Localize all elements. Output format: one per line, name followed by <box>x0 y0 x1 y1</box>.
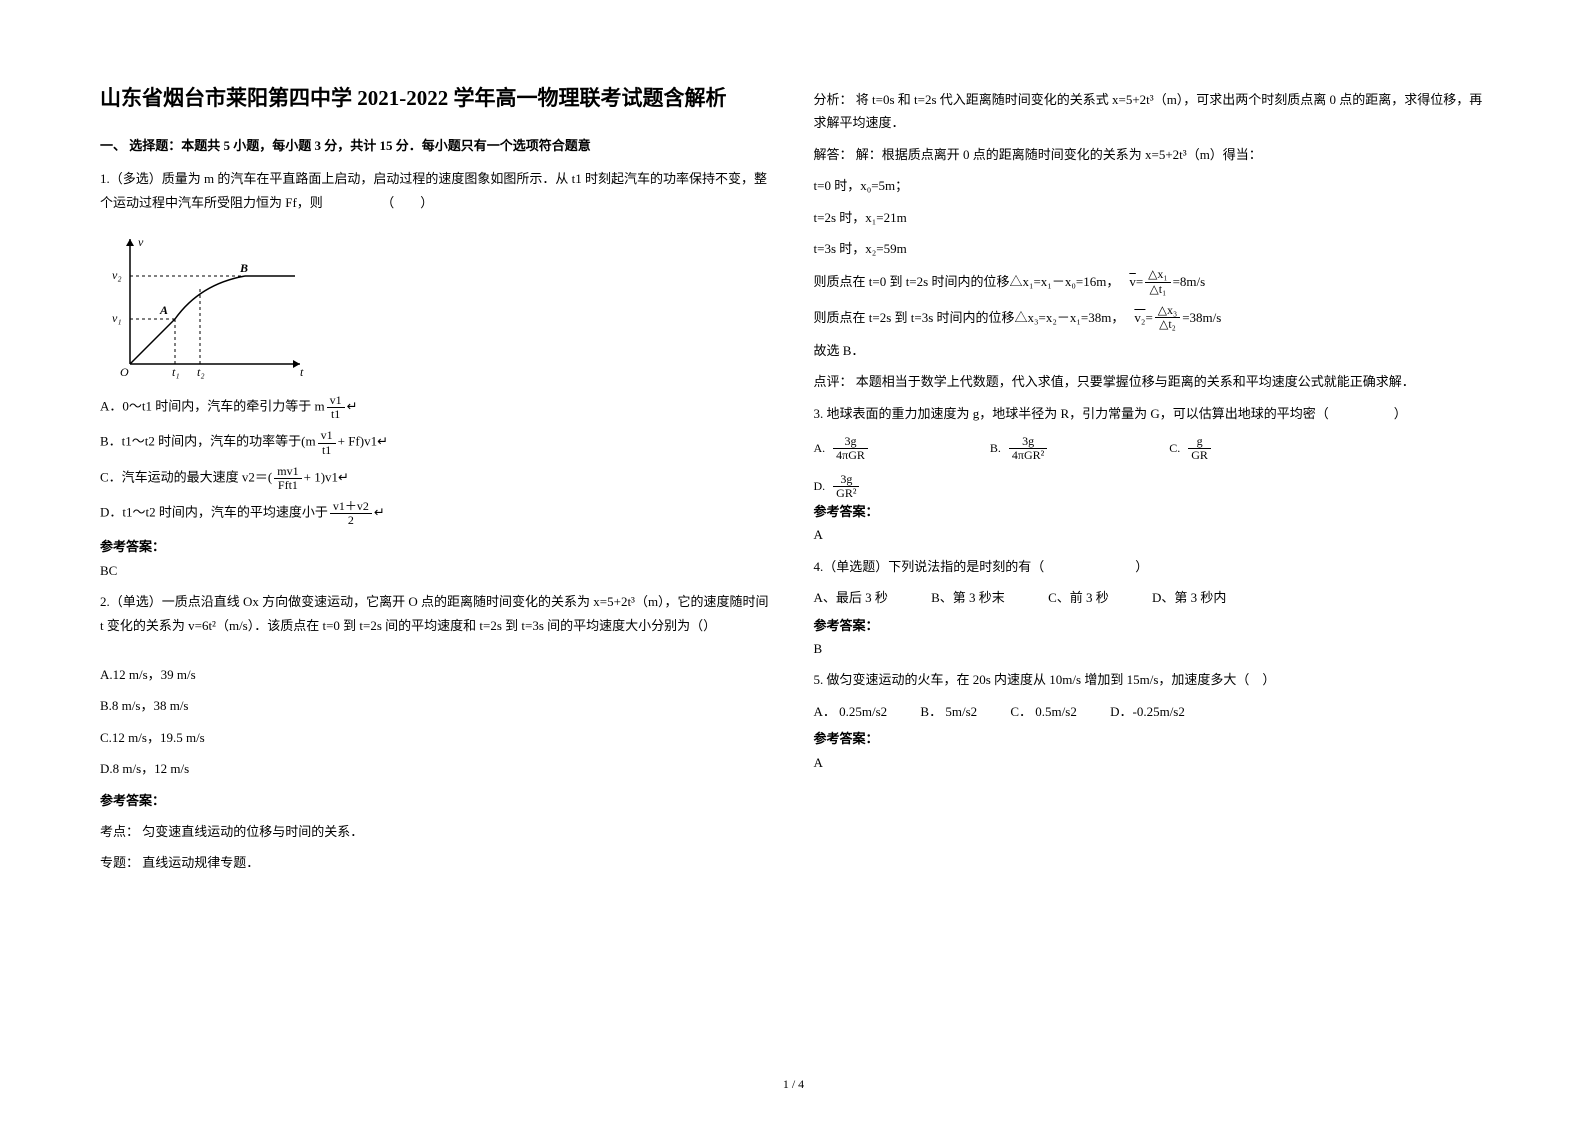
graph-t2-label: t₂ <box>197 365 205 379</box>
q5-answer: A <box>814 751 1488 774</box>
q1-stem: 1.（多选）质量为 m 的汽车在平直路面上启动，启动过程的速度图象如图所示．从 … <box>100 167 774 214</box>
graph-B-label: B <box>239 261 248 275</box>
q4-optD: D、第 3 秒内 <box>1152 586 1226 609</box>
graph-y-label: v <box>138 235 144 249</box>
q2-optA: A.12 m/s，39 m/s <box>100 663 774 686</box>
q2-dp: 点评： 本题相当于数学上代数题，代入求值，只要掌握位移与距离的关系和平均速度公式… <box>814 370 1488 393</box>
graph-t1-label: t₁ <box>172 365 180 379</box>
q1-optD: D．t1～t2 时间内，汽车的平均速度小于v1＋v22↵ <box>100 500 774 527</box>
graph-v2-label: v₂ <box>112 268 122 282</box>
graph-A-label: A <box>159 303 168 317</box>
q4-opts: A、最后 3 秒 B、第 3 秒末 C、前 3 秒 D、第 3 秒内 <box>814 586 1488 609</box>
q2-l3: t=3s 时，x₂=59m <box>814 237 1488 260</box>
doc-title: 山东省烟台市莱阳第四中学 2021-2022 学年高一物理联考试题含解析 <box>100 80 774 118</box>
page-number: 1 / 4 <box>783 1077 804 1092</box>
q2-l6: 故选 B． <box>814 339 1488 362</box>
q4-optB: B、第 3 秒末 <box>931 586 1005 609</box>
q4-optC: C、前 3 秒 <box>1048 586 1109 609</box>
q1-answer: BC <box>100 559 774 582</box>
q4-optA: A、最后 3 秒 <box>814 586 888 609</box>
page: 山东省烟台市莱阳第四中学 2021-2022 学年高一物理联考试题含解析 一、 … <box>0 0 1587 1122</box>
q3-optD: D.3gGR² <box>814 473 1488 500</box>
q2-kp: 考点： 匀变速直线运动的位移与时间的关系． <box>100 820 774 843</box>
q5-opts: A． 0.25m/s2 B． 5m/s2 C． 0.5m/s2 D．-0.25m… <box>814 700 1488 723</box>
q3-row1: A.3g4πGR B.3g4πGR² C.gGR <box>814 435 1488 462</box>
q5-answer-label: 参考答案： <box>814 727 1488 750</box>
q2-optD: D.8 m/s，12 m/s <box>100 757 774 780</box>
q2-optB: B.8 m/s，38 m/s <box>100 694 774 717</box>
q3-answer-label: 参考答案： <box>814 500 1488 523</box>
q1-optB: B．t1～t2 时间内，汽车的功率等于(mv1t1+ Ff)v1↵ <box>100 429 774 456</box>
q2-l1: t=0 时，x₀=5m； <box>814 174 1488 197</box>
section-head: 一、 选择题：本题共 5 小题，每小题 3 分，共计 15 分．每小题只有一个选… <box>100 134 774 157</box>
graph-O-label: O <box>120 365 129 379</box>
q4-answer-label: 参考答案： <box>814 614 1488 637</box>
q4-stem: 4.（单选题）下列说法指的是时刻的有（ ） <box>814 555 1488 578</box>
q1-answer-label: 参考答案： <box>100 535 774 558</box>
graph-v1-label: v₁ <box>112 311 122 325</box>
q5-optD: D．-0.25m/s2 <box>1110 700 1185 723</box>
q2-l5: 则质点在 t=2s 到 t=3s 时间内的位移△x₃=x₂－x₁=38m， v₂… <box>814 304 1488 331</box>
q5-optB: B． 5m/s2 <box>920 700 977 723</box>
q2-answer-label: 参考答案： <box>100 789 774 812</box>
left-column: 山东省烟台市莱阳第四中学 2021-2022 学年高一物理联考试题含解析 一、 … <box>100 80 774 1082</box>
q4-answer: B <box>814 637 1488 660</box>
q2-jd: 解答： 解：根据质点离开 0 点的距离随时间变化的关系为 x=5+2t³（m）得… <box>814 143 1488 166</box>
q2-optC: C.12 m/s，19.5 m/s <box>100 726 774 749</box>
q1-optA: A．0～t1 时间内，汽车的牵引力等于 mv1t1↵ <box>100 394 774 421</box>
q2-fx: 分析： 将 t=0s 和 t=2s 代入距离随时间变化的关系式 x=5+2t³（… <box>814 88 1488 135</box>
q2-l2: t=2s 时，x₁=21m <box>814 206 1488 229</box>
q3-optB: B.3g4πGR² <box>990 435 1049 462</box>
right-column: 分析： 将 t=0s 和 t=2s 代入距离随时间变化的关系式 x=5+2t³（… <box>814 80 1488 1082</box>
q5-stem: 5. 做匀变速运动的火车，在 20s 内速度从 10m/s 增加到 15m/s，… <box>814 668 1488 691</box>
graph-x-label: t <box>300 365 304 379</box>
q3-answer: A <box>814 523 1488 546</box>
q2-stem: 2.（单选）一质点沿直线 Ox 方向做变速运动，它离开 O 点的距离随时间变化的… <box>100 590 774 637</box>
q1-optC: C．汽车运动的最大速度 v2＝(mv1Fft1+ 1)v1↵ <box>100 465 774 492</box>
q2-zt: 专题： 直线运动规律专题． <box>100 851 774 874</box>
q3-optC: C.gGR <box>1169 435 1213 462</box>
q3-optA: A.3g4πGR <box>814 435 870 462</box>
q1-graph: v₁ v₂ v t O t₁ t₂ A B <box>100 224 320 384</box>
q5-optA: A． 0.25m/s2 <box>814 700 888 723</box>
q5-optC: C． 0.5m/s2 <box>1010 700 1076 723</box>
q2-l4: 则质点在 t=0 到 t=2s 时间内的位移△x₁=x₁－x₀=16m， v=△… <box>814 268 1488 295</box>
q3-stem: 3. 地球表面的重力加速度为 g，地球半径为 R，引力常量为 G，可以估算出地球… <box>814 402 1488 425</box>
